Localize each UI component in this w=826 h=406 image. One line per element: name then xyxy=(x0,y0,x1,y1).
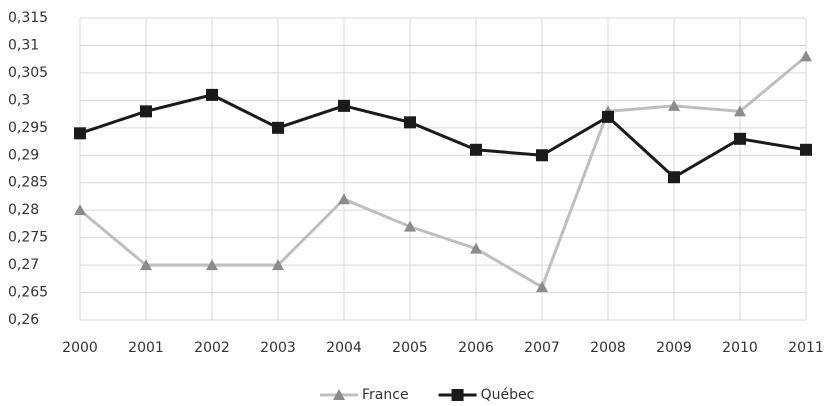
y-tick-label: 0,285 xyxy=(8,175,48,191)
x-tick-label: 2003 xyxy=(260,340,296,356)
x-tick-label: 2011 xyxy=(788,340,824,356)
legend-marker xyxy=(451,389,464,401)
point xyxy=(734,105,746,117)
point xyxy=(338,99,350,112)
series-line xyxy=(79,93,807,180)
point xyxy=(602,110,614,123)
x-tick-label: 2008 xyxy=(590,340,626,356)
y-tick-label: 0,27 xyxy=(8,257,39,273)
point xyxy=(536,149,548,162)
x-tick-label: 2001 xyxy=(128,340,164,356)
point xyxy=(206,259,218,271)
point xyxy=(404,220,416,232)
y-tick-label: 0,3 xyxy=(8,92,30,108)
point xyxy=(668,99,680,111)
x-tick-label: 2006 xyxy=(458,340,494,356)
y-tick-label: 0,29 xyxy=(8,147,39,163)
x-tick-label: 2010 xyxy=(722,340,758,356)
point xyxy=(800,50,812,62)
point xyxy=(734,132,746,145)
y-tick-label: 0,305 xyxy=(8,65,48,81)
point xyxy=(206,88,218,101)
x-tick-label: 2004 xyxy=(326,340,362,356)
point xyxy=(470,143,482,156)
point xyxy=(338,193,350,205)
legend-marker xyxy=(333,389,345,400)
point xyxy=(668,171,680,184)
point xyxy=(272,121,284,134)
y-tick-label: 0,265 xyxy=(8,285,48,301)
y-tick-label: 0,26 xyxy=(8,312,39,328)
point xyxy=(470,242,482,254)
point xyxy=(74,127,86,140)
x-tick-label: 2007 xyxy=(524,340,560,356)
y-tick-label: 0,295 xyxy=(8,120,48,136)
x-tick-label: 2002 xyxy=(194,340,230,356)
x-tick-label: 2009 xyxy=(656,340,692,356)
point xyxy=(272,259,284,271)
point xyxy=(74,204,86,216)
y-tick-label: 0,275 xyxy=(8,230,48,246)
y-tick-label: 0,31 xyxy=(8,37,39,53)
y-tick-label: 0,28 xyxy=(8,202,39,218)
point xyxy=(404,116,416,129)
point xyxy=(536,281,548,293)
x-tick-label: 2000 xyxy=(62,340,98,356)
point xyxy=(140,105,152,118)
point xyxy=(140,259,152,271)
point xyxy=(800,143,812,156)
legend-label: France xyxy=(362,387,409,403)
x-tick-label: 2005 xyxy=(392,340,428,356)
series-line xyxy=(79,55,807,290)
legend-label: Québec xyxy=(481,387,535,403)
y-tick-label: 0,315 xyxy=(8,10,48,26)
